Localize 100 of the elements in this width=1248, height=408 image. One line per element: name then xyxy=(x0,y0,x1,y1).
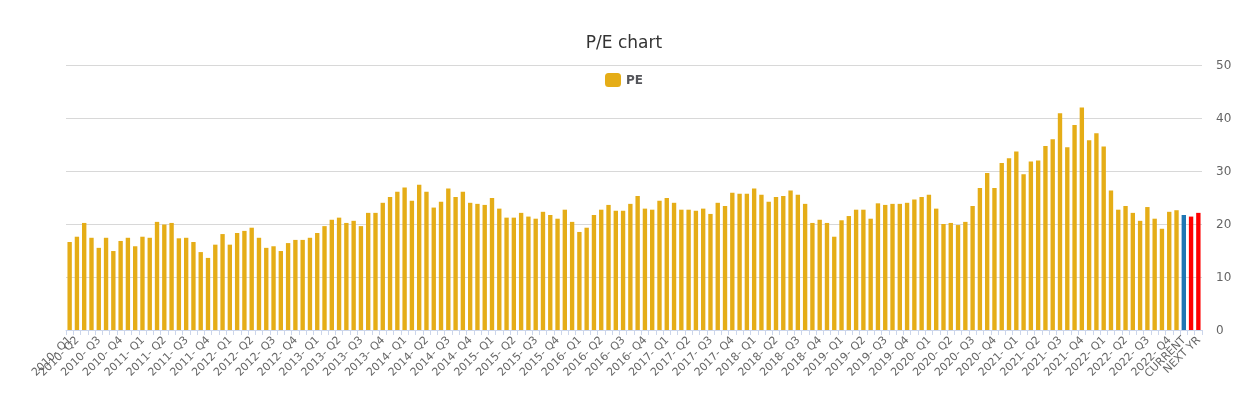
bar xyxy=(897,203,902,330)
bar xyxy=(453,196,458,330)
legend-label: PE xyxy=(626,73,643,87)
y-tick-label: 0 xyxy=(1216,323,1224,337)
bar xyxy=(824,222,830,330)
bar xyxy=(511,217,517,330)
bar xyxy=(934,208,939,330)
bar xyxy=(154,221,160,330)
bar xyxy=(853,209,859,330)
bar xyxy=(904,202,910,330)
bar xyxy=(1057,113,1063,330)
bar xyxy=(548,214,553,330)
bar xyxy=(140,236,145,330)
bar xyxy=(227,244,233,330)
bar xyxy=(1050,139,1055,330)
bar xyxy=(380,202,385,330)
y-tick-label: 20 xyxy=(1216,217,1232,231)
bar xyxy=(475,203,480,330)
bar xyxy=(941,224,946,330)
bar xyxy=(1123,205,1128,330)
bar xyxy=(1086,140,1092,330)
bar xyxy=(1014,151,1019,330)
bar xyxy=(96,247,101,330)
bar xyxy=(730,192,735,330)
bar xyxy=(176,238,182,330)
bar xyxy=(650,209,655,330)
bar xyxy=(606,204,611,330)
bar xyxy=(955,225,961,330)
bar xyxy=(890,203,895,330)
bar xyxy=(715,202,720,330)
bar xyxy=(504,217,509,330)
bar xyxy=(693,210,699,330)
bar xyxy=(300,239,305,330)
bar xyxy=(387,196,393,330)
bar xyxy=(795,194,801,330)
bar xyxy=(242,230,247,330)
bar xyxy=(431,207,436,330)
bar xyxy=(103,237,109,330)
bar xyxy=(351,220,356,330)
bar xyxy=(832,236,837,330)
bar xyxy=(1021,174,1026,330)
bar xyxy=(1043,146,1048,330)
bar xyxy=(74,236,80,330)
bar xyxy=(249,227,254,330)
bar xyxy=(591,214,597,330)
bar xyxy=(344,222,349,330)
bar xyxy=(919,196,924,330)
bar xyxy=(358,226,364,330)
bar xyxy=(744,193,750,330)
bar xyxy=(467,202,473,330)
bar xyxy=(132,246,138,330)
bar xyxy=(89,237,94,330)
bar xyxy=(147,237,152,330)
bar xyxy=(569,221,575,330)
bar xyxy=(883,204,888,330)
bar xyxy=(205,257,211,330)
bar xyxy=(584,227,589,330)
bar xyxy=(315,233,320,330)
bar xyxy=(446,188,451,330)
y-tick-label: 40 xyxy=(1216,111,1232,125)
bar xyxy=(1174,210,1179,330)
bar xyxy=(664,198,669,330)
bar xyxy=(264,247,269,330)
bar xyxy=(1116,209,1121,330)
bar xyxy=(642,208,648,330)
bar xyxy=(970,205,975,330)
bar xyxy=(111,251,116,330)
bar xyxy=(875,203,881,330)
bar xyxy=(220,234,225,330)
bar xyxy=(1094,133,1099,330)
bar xyxy=(395,191,400,330)
bar xyxy=(984,173,990,330)
bar xyxy=(599,209,604,330)
bar xyxy=(781,195,786,330)
bar xyxy=(577,231,582,330)
bar xyxy=(460,191,466,330)
bar xyxy=(992,187,997,330)
bar xyxy=(198,252,203,330)
bar xyxy=(271,246,276,330)
bar xyxy=(489,198,495,330)
bar xyxy=(416,184,422,330)
bar xyxy=(1181,214,1186,330)
bar xyxy=(424,191,429,330)
bar xyxy=(708,213,713,330)
bar xyxy=(977,187,983,330)
bar xyxy=(926,194,932,330)
bar xyxy=(540,211,546,330)
bar xyxy=(278,251,284,330)
bar xyxy=(1196,212,1201,330)
bar xyxy=(373,212,378,330)
bar xyxy=(526,216,531,330)
y-tick-label: 10 xyxy=(1216,270,1232,284)
bar xyxy=(948,222,953,330)
bar xyxy=(1145,207,1150,330)
bar xyxy=(322,226,327,330)
bar xyxy=(1072,124,1077,330)
bar xyxy=(409,200,415,330)
y-tick-label: 30 xyxy=(1216,164,1232,178)
y-tick-label: 50 xyxy=(1216,58,1232,72)
bar xyxy=(67,242,72,330)
